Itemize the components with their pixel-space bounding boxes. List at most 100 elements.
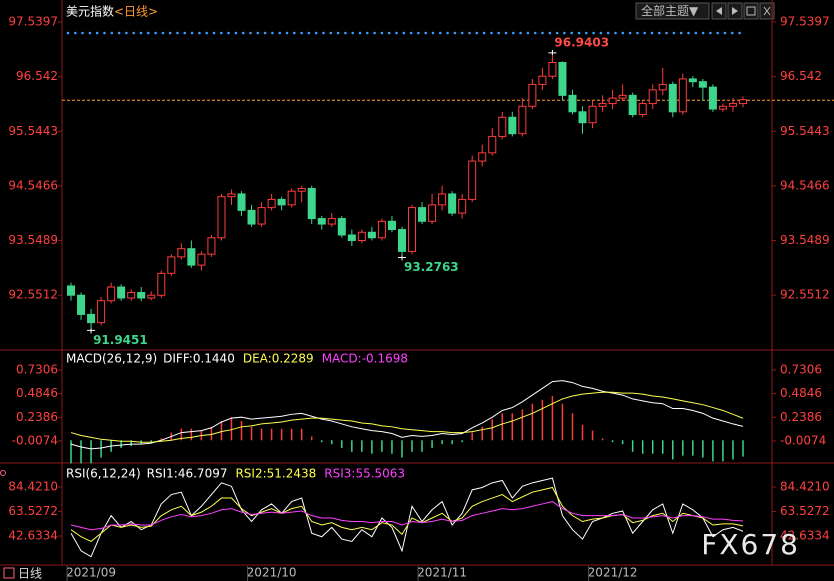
event-dot bbox=[380, 31, 384, 35]
candle-body bbox=[718, 105, 727, 110]
y-tick-label: -0.0074 bbox=[12, 433, 58, 447]
topic-menu-label[interactable]: 全部主题▼ bbox=[641, 3, 699, 18]
candle-body bbox=[608, 97, 617, 105]
legend-entry: RSI2:51.2438 bbox=[235, 467, 316, 481]
event-dot bbox=[395, 31, 398, 35]
event-dot bbox=[81, 31, 84, 35]
candle-body bbox=[488, 135, 497, 154]
y-tick-label: 0.2386 bbox=[16, 410, 58, 424]
candle-body bbox=[598, 103, 607, 107]
candle-body bbox=[117, 286, 126, 299]
candle-body bbox=[67, 285, 76, 296]
candle-body bbox=[688, 78, 697, 83]
candle-body bbox=[247, 209, 256, 225]
event-dot bbox=[497, 31, 501, 35]
event-dot bbox=[563, 31, 566, 35]
event-dot bbox=[606, 31, 610, 35]
event-dot bbox=[278, 31, 282, 35]
candle-body bbox=[287, 190, 296, 206]
extreme-marker bbox=[548, 49, 557, 55]
y-tick-label-right: 95.5443 bbox=[780, 124, 830, 138]
y-tick-label: 94.5466 bbox=[8, 178, 58, 192]
event-dot bbox=[672, 31, 676, 35]
y-tick-label-right: 84.4210 bbox=[780, 480, 830, 494]
topic-menu-button[interactable] bbox=[635, 2, 710, 20]
event-dot bbox=[541, 31, 544, 35]
candle-body bbox=[448, 193, 457, 214]
event-dot bbox=[110, 31, 114, 35]
event-dot bbox=[482, 31, 486, 35]
candle-body bbox=[87, 313, 96, 324]
event-dot bbox=[88, 31, 92, 35]
y-tick-label-right: -0.0074 bbox=[780, 433, 826, 447]
event-dot bbox=[636, 31, 639, 35]
y-tick-label-right: 93.5489 bbox=[780, 233, 830, 247]
event-dot bbox=[504, 31, 508, 35]
event-dot bbox=[731, 31, 734, 35]
candle-body bbox=[438, 193, 447, 206]
indicator-title: MACD(26,12,9) bbox=[66, 352, 157, 366]
event-dot bbox=[519, 31, 522, 35]
event-dot bbox=[314, 31, 318, 35]
y-tick-label-right: 63.5272 bbox=[780, 504, 830, 518]
event-dot bbox=[125, 31, 128, 35]
event-dot bbox=[373, 31, 376, 35]
candle-body bbox=[638, 103, 647, 116]
y-tick-label: 92.5512 bbox=[8, 288, 58, 302]
candle-body bbox=[97, 300, 106, 324]
event-dot bbox=[592, 31, 595, 35]
period-title[interactable]: <日线> bbox=[114, 5, 158, 19]
footer-period[interactable]: 日线 bbox=[18, 567, 42, 581]
event-dot bbox=[701, 31, 705, 35]
event-dot bbox=[234, 31, 238, 35]
y-tick-label-right: 94.5466 bbox=[780, 178, 830, 192]
candle-body bbox=[468, 160, 477, 200]
event-dot bbox=[716, 31, 719, 35]
candle-body bbox=[207, 237, 216, 255]
event-dot bbox=[344, 31, 347, 35]
event-dot bbox=[555, 31, 559, 35]
y-tick-label: 95.5443 bbox=[8, 124, 58, 138]
indicator-line bbox=[70, 391, 744, 443]
candle-body bbox=[668, 83, 677, 113]
candle-body bbox=[508, 116, 517, 135]
y-tick-label-right: 0.7306 bbox=[780, 363, 822, 377]
event-dot bbox=[307, 31, 311, 35]
extreme-label: 91.9451 bbox=[93, 333, 148, 347]
candle-body bbox=[387, 220, 396, 231]
y-tick-label-right: 42.6334 bbox=[780, 529, 830, 543]
extreme-label: 93.2763 bbox=[404, 260, 459, 274]
indicator-line bbox=[70, 477, 744, 558]
indicator-line bbox=[70, 486, 744, 543]
event-dot bbox=[285, 31, 289, 35]
y-tick-label: 0.7306 bbox=[16, 363, 58, 377]
x-tick-label: 2021/11 bbox=[417, 566, 467, 580]
candle-body bbox=[187, 248, 196, 266]
candle-body bbox=[578, 111, 587, 124]
candle-body bbox=[478, 152, 487, 162]
candle-body bbox=[327, 218, 336, 225]
event-dot bbox=[468, 31, 471, 35]
event-dot bbox=[66, 31, 70, 35]
event-dot bbox=[548, 31, 552, 35]
candle-body bbox=[197, 253, 206, 266]
event-dot bbox=[599, 31, 603, 35]
event-dot bbox=[183, 31, 187, 35]
candle-body bbox=[588, 105, 597, 124]
event-dot bbox=[643, 31, 646, 35]
y-tick-label-right: 92.5512 bbox=[780, 288, 830, 302]
candle-body bbox=[418, 207, 427, 222]
event-dot bbox=[658, 31, 661, 35]
candle-body bbox=[347, 234, 356, 241]
extreme-marker bbox=[87, 328, 96, 334]
frame bbox=[0, 0, 834, 566]
event-dot bbox=[190, 31, 194, 35]
zoom-button[interactable] bbox=[743, 2, 759, 20]
event-dot bbox=[263, 31, 267, 35]
candle-body bbox=[377, 220, 386, 239]
event-dot bbox=[300, 31, 303, 35]
candle-body bbox=[137, 292, 146, 299]
event-dot bbox=[446, 31, 449, 35]
event-dot bbox=[738, 31, 741, 35]
